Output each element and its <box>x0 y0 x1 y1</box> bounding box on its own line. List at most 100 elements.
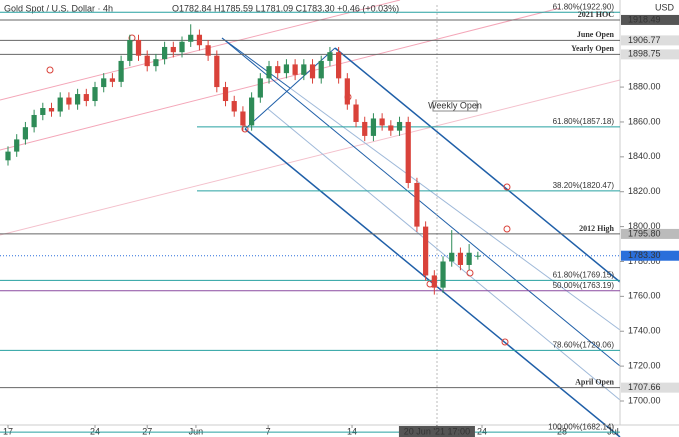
currency: USD <box>655 2 675 12</box>
level-name: 2012 High <box>579 224 614 233</box>
channel-line <box>267 108 621 401</box>
candle-body <box>353 104 359 122</box>
y-tick-label: 1760.00 <box>628 291 661 301</box>
candle-body <box>127 39 133 61</box>
candle-body <box>336 52 342 79</box>
level-name: 2021 HOC <box>578 10 614 19</box>
y-tick-label: 1820.00 <box>628 186 661 196</box>
fib-label: 61.80%(1922.90) <box>553 2 615 11</box>
y-tick-label: 1860.00 <box>628 116 661 126</box>
candle-body <box>101 78 107 88</box>
level-name: Yearly Open <box>571 44 614 53</box>
marker <box>503 183 511 191</box>
marker <box>46 66 54 74</box>
pink-channel <box>0 7 561 151</box>
candle-body <box>240 111 246 126</box>
level-name: June Open <box>577 30 615 39</box>
y-tick-label: 1720.00 <box>628 360 661 370</box>
y-tick-label: 1840.00 <box>628 151 661 161</box>
candle-body <box>405 121 411 183</box>
x-tick-label: 14 <box>347 426 357 436</box>
candle-body <box>388 125 394 131</box>
price-tag-label: 1906.77 <box>628 35 661 45</box>
candle-body <box>370 118 377 136</box>
fib-label: 78.60%(1729.06) <box>553 340 615 349</box>
candle-body <box>31 114 37 128</box>
candle-body <box>57 97 63 112</box>
channel-line <box>289 87 621 331</box>
candle-body <box>83 94 89 102</box>
candle-body <box>423 226 429 276</box>
x-tick-label: Jun <box>189 426 204 436</box>
candle-body <box>414 182 420 227</box>
candle-body <box>5 151 11 161</box>
candle-body <box>162 46 168 60</box>
y-tick-label: 1700.00 <box>628 395 661 405</box>
candle-body <box>153 59 159 67</box>
candle-body <box>301 64 307 75</box>
x-tick-label: 28 <box>557 426 567 436</box>
candle-body <box>475 255 481 257</box>
candle-body <box>266 66 272 79</box>
marker <box>503 225 511 233</box>
marker <box>466 269 474 277</box>
price-tag <box>621 49 679 60</box>
annotation-box <box>432 100 478 112</box>
candle-body <box>48 108 55 112</box>
candle-body <box>92 87 98 102</box>
crosshair-tag <box>398 426 475 437</box>
marker <box>501 338 509 346</box>
candle-body <box>318 60 324 79</box>
x-tick-label: 7 <box>266 426 271 436</box>
price-tag <box>621 382 679 393</box>
ohlc-legend: O1782.84 H1785.59 L1781.09 C1783.30 +0.4… <box>172 3 399 13</box>
candle-body <box>344 78 350 105</box>
candle-body <box>257 78 263 98</box>
candle-body <box>396 121 403 131</box>
x-tick-label: 24 <box>477 426 487 436</box>
candle-body <box>283 64 290 74</box>
price-tag <box>621 35 679 46</box>
price-tag-label: 1795.80 <box>628 228 661 238</box>
candle-body <box>118 60 124 82</box>
price-tag <box>621 14 679 25</box>
candle-body <box>170 46 176 53</box>
fib-label: 61.80%(1857.18) <box>553 117 615 126</box>
annotation: Weekly Open <box>428 100 482 110</box>
price-tag-label: 1918.49 <box>628 14 661 24</box>
price-tag-label: 1707.66 <box>628 382 661 392</box>
fib-label: 61.80%(1769.15) <box>553 271 615 280</box>
level-name: April Open <box>575 377 614 386</box>
candle-body <box>196 34 203 46</box>
fib-label: 38.20%(1820.47) <box>553 181 615 190</box>
x-tick-label: 17 <box>3 426 13 436</box>
chart-title: Gold Spot / U.S. Dollar · 4h <box>4 3 113 13</box>
fib-label: 100.00%(1682.14) <box>548 422 614 431</box>
y-tick-label: 1880.00 <box>628 81 661 91</box>
x-tick-label: Jul <box>607 426 619 436</box>
candle-body <box>109 78 116 82</box>
x-tick-label: 27 <box>142 426 152 436</box>
candle-body <box>362 121 368 136</box>
channel-line <box>334 47 621 283</box>
y-tick-label: 1740.00 <box>628 326 661 336</box>
marker <box>241 125 249 133</box>
candle-body <box>66 97 72 105</box>
candle-body <box>449 252 455 262</box>
y-tick-label: 1800.00 <box>628 221 661 231</box>
candle-body <box>144 55 150 67</box>
candle-body <box>327 52 333 61</box>
candle-body <box>40 108 46 115</box>
candle-body <box>249 97 255 126</box>
candle-body <box>466 252 472 265</box>
candle-body <box>135 39 142 56</box>
candle-body <box>431 275 437 288</box>
candle-body <box>214 55 220 88</box>
candle-body <box>22 127 29 140</box>
price-tag <box>621 228 679 239</box>
candle-body <box>179 41 185 53</box>
candle-body <box>379 118 385 126</box>
candle-body <box>222 87 229 102</box>
channel-line <box>221 37 621 367</box>
